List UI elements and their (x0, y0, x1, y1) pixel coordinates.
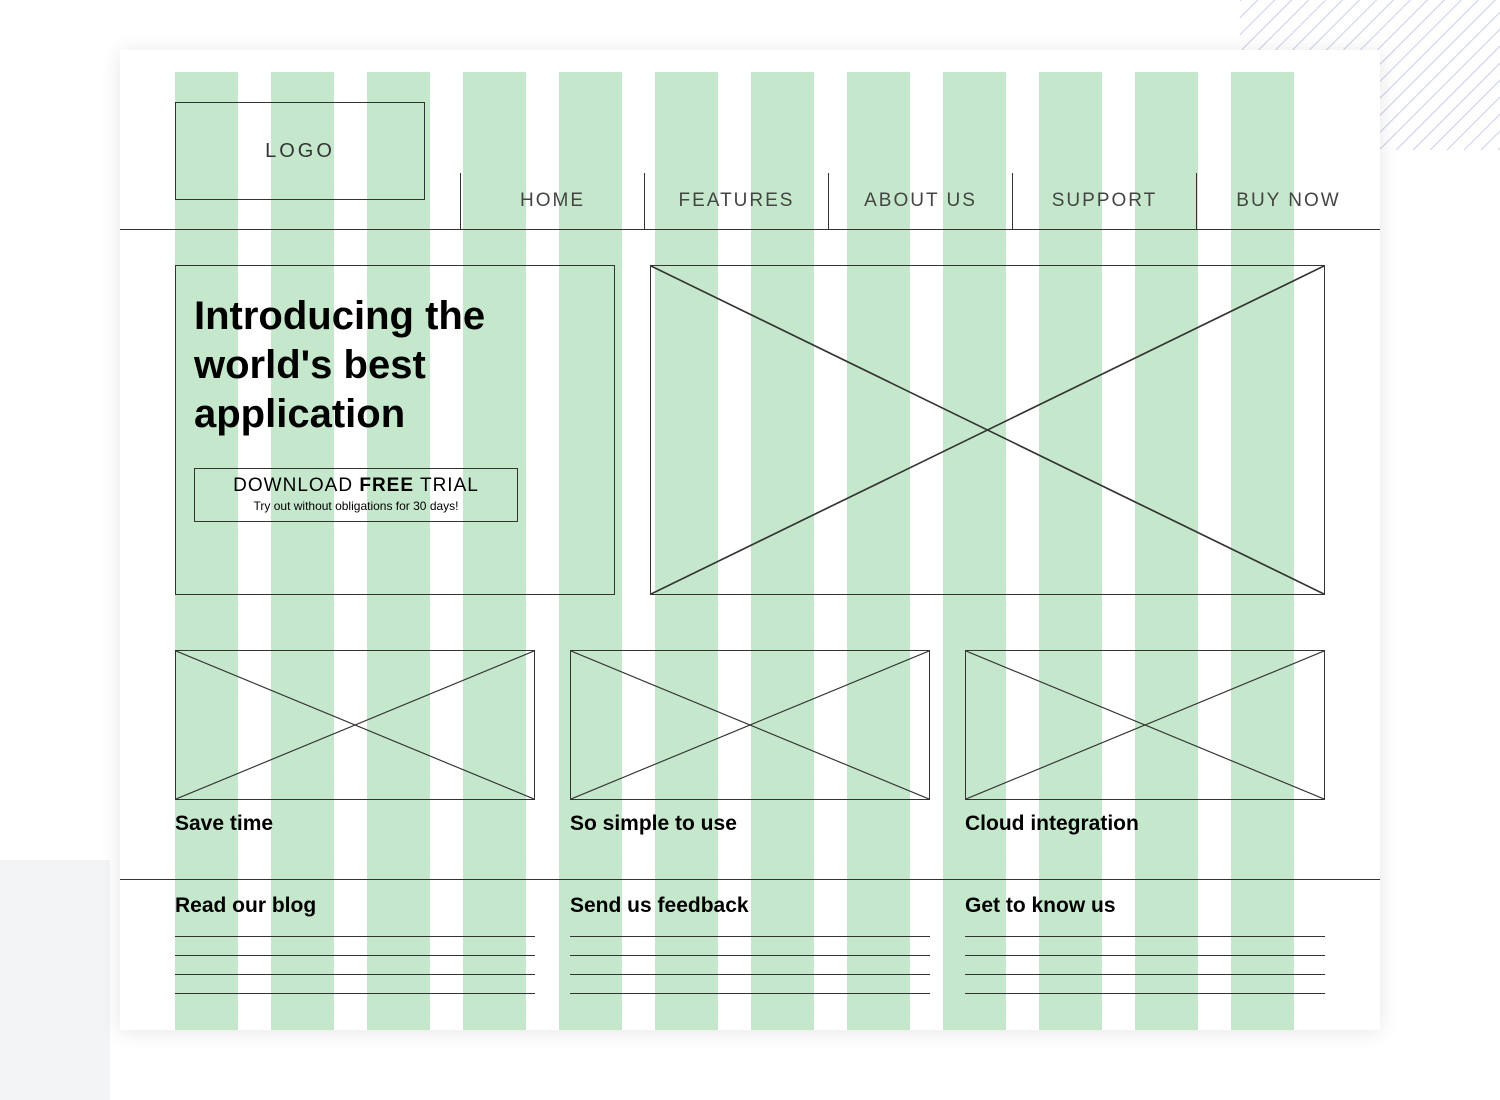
cta-suffix: TRIAL (414, 475, 479, 496)
cta-subtext: Try out without obligations for 30 days! (205, 499, 507, 513)
feature-image-placeholder (570, 650, 930, 800)
canvas: LOGO HOME FEATURES ABOUT US SUPPORT BUY … (0, 0, 1500, 1100)
hero-title: Introducing the world's best application (194, 292, 596, 438)
main-nav: HOME FEATURES ABOUT US SUPPORT BUY NOW (460, 173, 1380, 229)
nav-about-us[interactable]: ABOUT US (828, 173, 1012, 229)
footer-col-know-us: Get to know us (965, 894, 1325, 994)
footer-title: Get to know us (965, 894, 1325, 918)
nav-label: ABOUT US (864, 190, 977, 212)
hero-section: Introducing the world's best application… (120, 265, 1380, 645)
grey-block-decoration (0, 860, 110, 1100)
logo-text: LOGO (265, 140, 335, 163)
feature-image-placeholder (175, 650, 535, 800)
features-row: Save time So simple to use Cloud integra… (120, 650, 1380, 880)
feature-simple: So simple to use (570, 650, 930, 836)
hero-copy-box: Introducing the world's best application… (175, 265, 615, 595)
feature-title: Cloud integration (965, 812, 1325, 836)
nav-label: FEATURES (679, 190, 795, 212)
cta-bold: FREE (359, 475, 414, 496)
download-trial-button[interactable]: DOWNLOAD FREE TRIAL Try out without obli… (194, 468, 518, 522)
nav-label: HOME (520, 190, 585, 212)
nav-home[interactable]: HOME (460, 173, 644, 229)
nav-label: SUPPORT (1052, 190, 1158, 212)
feature-save-time: Save time (175, 650, 535, 836)
wireframe-content: LOGO HOME FEATURES ABOUT US SUPPORT BUY … (120, 50, 1380, 1030)
footer-text-lines (570, 936, 930, 994)
footer-title: Read our blog (175, 894, 535, 918)
footer-text-lines (175, 936, 535, 994)
footer-col-feedback: Send us feedback (570, 894, 930, 994)
logo-placeholder[interactable]: LOGO (175, 102, 425, 200)
cta-main-text: DOWNLOAD FREE TRIAL (205, 475, 507, 497)
footer-text-lines (965, 936, 1325, 994)
feature-title: Save time (175, 812, 535, 836)
hero-image-placeholder (650, 265, 1325, 595)
nav-support[interactable]: SUPPORT (1012, 173, 1196, 229)
header: LOGO HOME FEATURES ABOUT US SUPPORT BUY … (120, 50, 1380, 230)
wireframe-card: LOGO HOME FEATURES ABOUT US SUPPORT BUY … (120, 50, 1380, 1030)
nav-label: BUY NOW (1236, 190, 1340, 212)
nav-buy-now[interactable]: BUY NOW (1196, 173, 1380, 229)
footer-title: Send us feedback (570, 894, 930, 918)
footer-links: Read our blog Send us feedback Get to kn… (120, 894, 1380, 1044)
feature-image-placeholder (965, 650, 1325, 800)
footer-col-blog: Read our blog (175, 894, 535, 994)
cta-prefix: DOWNLOAD (233, 475, 359, 496)
feature-cloud: Cloud integration (965, 650, 1325, 836)
nav-features[interactable]: FEATURES (644, 173, 828, 229)
feature-title: So simple to use (570, 812, 930, 836)
